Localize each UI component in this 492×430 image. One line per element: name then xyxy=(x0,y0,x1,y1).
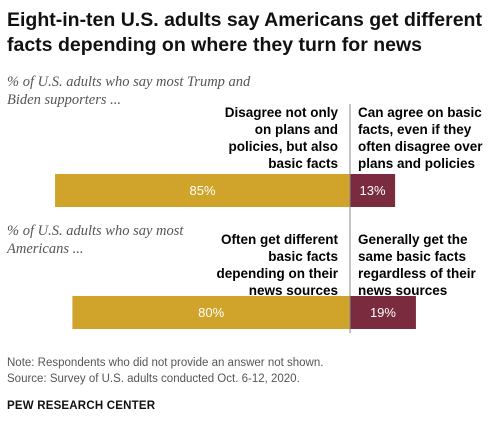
bar-label-group-2-right: 19% xyxy=(370,305,396,320)
bar-group-2-left xyxy=(72,296,351,329)
footer-note: Note: Respondents who did not provide an… xyxy=(7,357,324,369)
bar-label-group-1-right: 13% xyxy=(360,183,386,198)
group-1-subhead: % of U.S. adults who say most Trump and … xyxy=(7,74,251,108)
brand-logo-text: PEW RESEARCH CENTER xyxy=(7,400,156,412)
chart-marks: 85% 13% 80% 19% xyxy=(55,174,416,329)
bar-group-1-left xyxy=(55,174,351,207)
bar-label-group-2-left: 80% xyxy=(198,305,224,320)
group-2-right-label: Generally get the same basic facts regar… xyxy=(358,232,476,298)
group-2-subhead: % of U.S. adults who say most Americans … xyxy=(7,223,184,257)
group-1-left-label: Disagree not only on plans and policies,… xyxy=(224,105,338,171)
bar-group-1-right xyxy=(350,174,396,207)
bar-label-group-1-left: 85% xyxy=(190,183,216,198)
footer-source: Source: Survey of U.S. adults conducted … xyxy=(7,373,300,385)
group-2-left-label: Often get different basic facts dependin… xyxy=(216,232,339,298)
group-1-right-label: Can agree on basic facts, even if they o… xyxy=(358,105,483,171)
chart-title: Eight-in-ten U.S. adults say Americans g… xyxy=(7,9,482,56)
bar-group-2-right xyxy=(350,296,416,329)
